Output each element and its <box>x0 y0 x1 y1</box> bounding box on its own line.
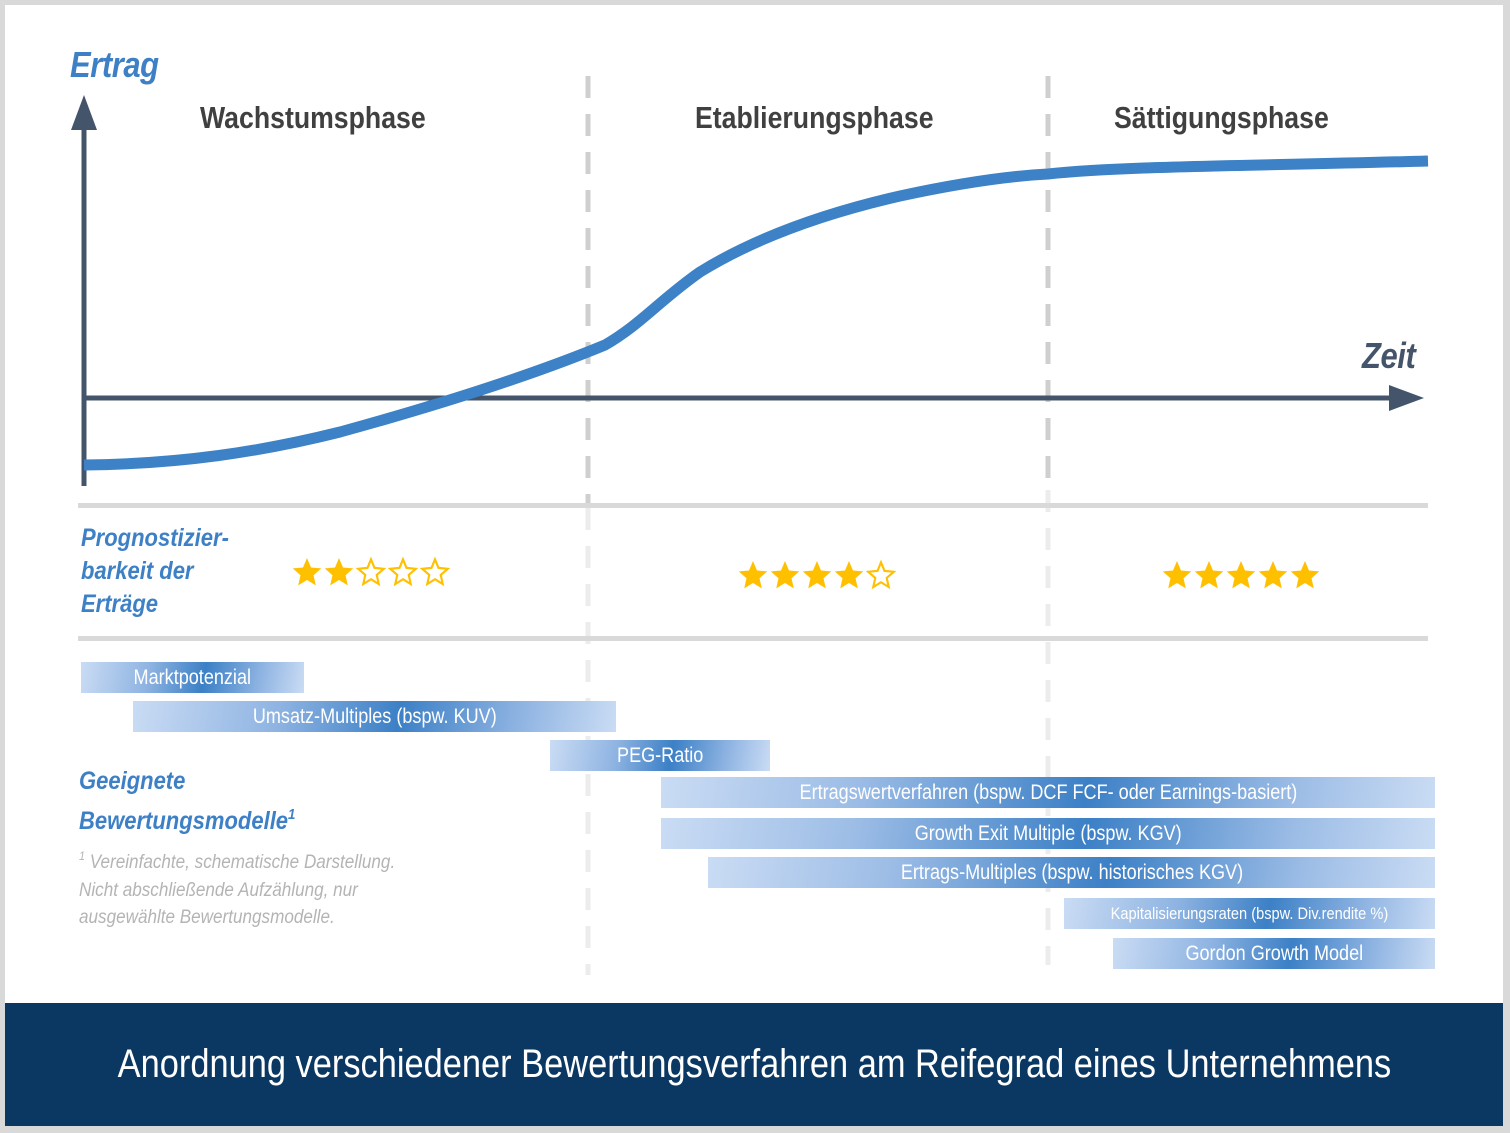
footnote-line3: ausgewählte Bewertungsmodelle. <box>79 907 335 928</box>
star-filled-icon <box>1226 561 1256 589</box>
model-bar-label: Ertrags-Multiples (bspw. historisches KG… <box>900 860 1243 884</box>
predictability-label-line: barkeit der <box>81 557 194 585</box>
model-bar-peg-ratio: PEG-Ratio <box>550 740 770 771</box>
model-bar-ertrags-multiples: Ertrags-Multiples (bspw. historisches KG… <box>708 857 1435 888</box>
star-filled-icon <box>1194 561 1224 589</box>
model-bar-kapitalisierungsraten: Kapitalisierungsraten (bspw. Div.rendite… <box>1064 898 1435 929</box>
star-empty-icon <box>865 559 897 590</box>
star-filled-icon <box>1162 561 1192 589</box>
footnote: 1 Vereinfachte, schematische Darstellung… <box>79 843 395 932</box>
star-empty-icon <box>419 556 451 587</box>
model-bar-label: Ertragswertverfahren (bspw. DCF FCF- ode… <box>799 780 1297 804</box>
separator-top <box>78 503 1428 508</box>
model-bar-marktpotenzial: Marktpotenzial <box>81 662 304 693</box>
model-bar-label: Marktpotenzial <box>133 665 252 689</box>
star-filled-icon <box>802 561 832 589</box>
model-bar-gordon-growth: Gordon Growth Model <box>1113 938 1435 969</box>
model-bar-label: Growth Exit Multiple (bspw. KGV) <box>914 821 1182 845</box>
rating-saturation <box>1161 559 1321 593</box>
model-bar-label: Umsatz-Multiples (bspw. KUV) <box>252 704 497 728</box>
earnings-curve <box>83 155 1429 471</box>
star-filled-icon <box>1258 561 1288 589</box>
y-axis-title: Ertrag <box>70 44 159 85</box>
models-label-line1: Geeignete <box>79 767 186 795</box>
models-label-footnote-marker: 1 <box>288 806 296 823</box>
caption-text: Anordnung verschiedener Bewertungsverfah… <box>117 1042 1391 1086</box>
phase-title-establishment: Etablierungsphase <box>695 100 934 135</box>
x-axis-title: Zeit <box>1362 335 1416 376</box>
x-axis-arrow-icon <box>1389 385 1424 411</box>
model-bar-ertragswertverfahren: Ertragswertverfahren (bspw. DCF FCF- ode… <box>661 777 1435 808</box>
star-filled-icon <box>834 561 864 589</box>
separator-bottom <box>78 636 1428 641</box>
models-label: Geeignete Bewertungsmodelle1 <box>79 765 295 838</box>
rating-establishment <box>737 559 897 593</box>
phase-title-growth: Wachstumsphase <box>200 100 426 135</box>
model-bar-growth-exit-multiple: Growth Exit Multiple (bspw. KGV) <box>661 818 1435 849</box>
predictability-label-line: Erträge <box>81 590 159 618</box>
footnote-line2: Nicht abschließende Aufzählung, nur <box>79 879 358 901</box>
star-filled-icon <box>738 561 768 589</box>
y-axis-arrow-icon <box>71 95 97 130</box>
caption-banner: Anordnung verschiedener Bewertungsverfah… <box>5 1003 1503 1126</box>
predictability-label-line: Prognostizier- <box>81 524 229 552</box>
model-bar-umsatz-multiples: Umsatz-Multiples (bspw. KUV) <box>133 701 616 732</box>
models-label-line2: Bewertungsmodelle1 <box>79 798 295 838</box>
star-empty-icon <box>355 556 387 587</box>
star-filled-icon <box>292 558 322 586</box>
footnote-marker: 1 <box>79 849 86 863</box>
star-empty-icon <box>387 556 419 587</box>
predictability-label: Prognostizier- barkeit der Erträge <box>81 522 229 621</box>
models-label-text: Bewertungsmodelle <box>79 807 289 835</box>
phase-title-saturation: Sättigungsphase <box>1114 100 1329 135</box>
footnote-line1: 1 Vereinfachte, schematische Darstellung… <box>79 843 395 877</box>
model-bar-label: Kapitalisierungsraten (bspw. Div.rendite… <box>1110 903 1389 923</box>
star-filled-icon <box>770 561 800 589</box>
model-bar-label: Gordon Growth Model <box>1185 941 1363 965</box>
star-filled-icon <box>1290 561 1320 589</box>
footnote-text: Vereinfachte, schematische Darstellung. <box>85 852 396 873</box>
model-bar-label: PEG-Ratio <box>616 743 704 767</box>
rating-growth <box>291 556 451 590</box>
star-filled-icon <box>324 558 354 586</box>
